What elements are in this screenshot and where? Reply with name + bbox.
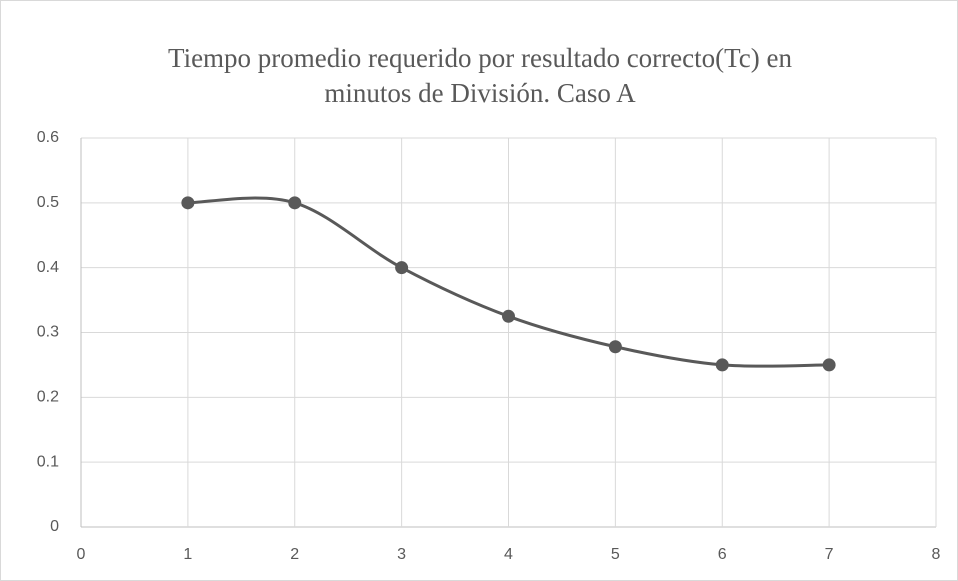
x-tick-label: 1 — [183, 546, 192, 563]
y-tick-label: 0.3 — [37, 324, 59, 341]
y-tick-label: 0.4 — [37, 259, 59, 276]
x-tick-label: 8 — [932, 546, 941, 563]
data-point — [502, 309, 515, 323]
x-tick-label: 4 — [504, 546, 513, 563]
x-tick-label: 2 — [290, 546, 299, 563]
data-point — [181, 196, 195, 210]
y-tick-label: 0.1 — [37, 453, 59, 470]
x-tick-label: 0 — [77, 546, 86, 563]
y-tick-label: 0.5 — [37, 194, 59, 211]
data-point — [288, 196, 302, 210]
y-tick-label: 0.6 — [37, 129, 59, 146]
x-tick-label: 6 — [718, 546, 727, 563]
x-tick-label: 5 — [611, 546, 620, 563]
x-tick-label: 3 — [397, 546, 406, 563]
y-tick-label: 0 — [50, 518, 59, 535]
chart-title: Tiempo promedio requerido por resultado … — [168, 43, 792, 108]
data-point — [715, 358, 729, 372]
data-point — [822, 358, 836, 372]
y-tick-label: 0.2 — [37, 389, 59, 406]
data-point — [608, 340, 622, 354]
x-tick-label: 7 — [825, 546, 834, 563]
data-point — [395, 261, 409, 275]
